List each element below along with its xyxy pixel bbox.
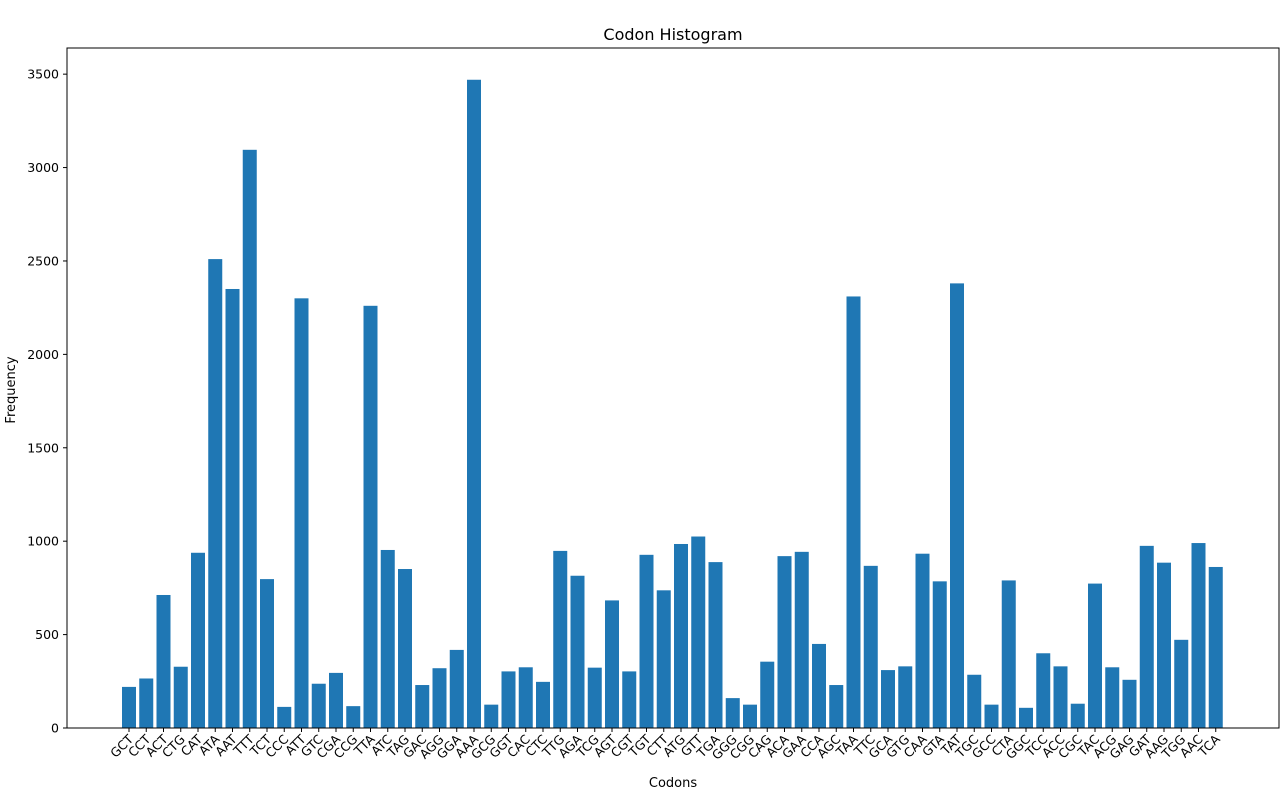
bar-aac [1191, 543, 1206, 728]
bar-acc [1053, 666, 1068, 728]
y-tick-label: 1500 [27, 440, 59, 455]
bar-ccg [346, 706, 361, 728]
bar-gac [415, 685, 430, 728]
bar-ggg [725, 698, 740, 728]
x-axis-label: Codons [649, 776, 697, 791]
bar-cga [329, 672, 343, 728]
y-axis: 0 500 1000 1500 2000 2500 3000 3500 [27, 67, 67, 736]
bar-gag [1122, 679, 1137, 728]
bar-atg [674, 543, 688, 728]
bar-ggt [501, 671, 516, 728]
bar-ccc [277, 706, 292, 728]
bar-ttt [242, 149, 257, 728]
bar-ata [208, 259, 223, 728]
bar-aag [1157, 562, 1171, 728]
bar-gtt [691, 536, 706, 728]
bar-cac [518, 667, 533, 728]
bar-tgt [639, 554, 654, 728]
bar-gta [932, 581, 947, 728]
bar-gca [881, 670, 895, 728]
bar-aca [777, 556, 792, 728]
bar-cag [760, 661, 775, 728]
bar-cgt [622, 671, 637, 728]
bar-cct [139, 678, 154, 728]
bar-cca [812, 643, 826, 728]
bar-att [294, 298, 309, 728]
y-tick-label: 2500 [27, 253, 59, 268]
bar-gga [449, 649, 464, 728]
bar-aga [570, 575, 585, 728]
bar-cat [191, 552, 205, 728]
y-tick-label: 3500 [27, 67, 59, 82]
chart-title: Codon Histogram [603, 25, 742, 44]
bar-ctg [173, 666, 188, 728]
bar-atc [380, 549, 395, 728]
bar-tat [950, 283, 964, 728]
y-axis-label: Frequency [4, 356, 19, 423]
y-tick-label: 1000 [27, 534, 59, 549]
bar-tag [398, 569, 412, 728]
bar-ggc [1019, 707, 1033, 728]
bar-cta [1001, 580, 1016, 728]
bar-aaa [467, 79, 481, 728]
bar-gtc [311, 683, 326, 728]
bar-gat [1139, 545, 1154, 728]
plot-frame [66, 47, 1280, 729]
y-tick-label: 0 [51, 721, 59, 736]
bar-tac [1088, 583, 1102, 728]
y-tick-label: 3000 [27, 160, 59, 175]
bar-tcc [1036, 653, 1051, 728]
bar-tcg [587, 667, 602, 728]
bar-ttg [553, 550, 568, 728]
bar-acg [1105, 667, 1120, 728]
bar-cgc [1070, 703, 1085, 728]
bar-ctc [536, 681, 550, 728]
bar-caa [915, 553, 930, 728]
y-tick-label: 500 [35, 627, 59, 642]
bar-agc [829, 685, 844, 728]
bar-aat [225, 288, 240, 728]
bar-gtg [898, 666, 913, 728]
bar-agt [605, 600, 619, 728]
bar-tgg [1174, 639, 1189, 728]
bar-gaa [794, 551, 809, 728]
bar-gcg [484, 704, 499, 728]
bar-tgc [967, 674, 982, 728]
bar-tca [1208, 566, 1223, 728]
bar-ctt [656, 590, 671, 728]
bars-layer [122, 79, 1223, 728]
bar-tct [260, 579, 274, 728]
bar-taa [846, 296, 861, 728]
bar-gcc [984, 704, 999, 728]
bar-tta [363, 305, 378, 728]
y-tick-label: 2000 [27, 347, 59, 362]
bar-agg [432, 668, 447, 728]
bar-ttc [863, 565, 878, 728]
bar-tga [708, 562, 723, 728]
bar-act [156, 594, 171, 728]
bar-gct [122, 686, 136, 728]
bar-cgg [743, 704, 757, 728]
